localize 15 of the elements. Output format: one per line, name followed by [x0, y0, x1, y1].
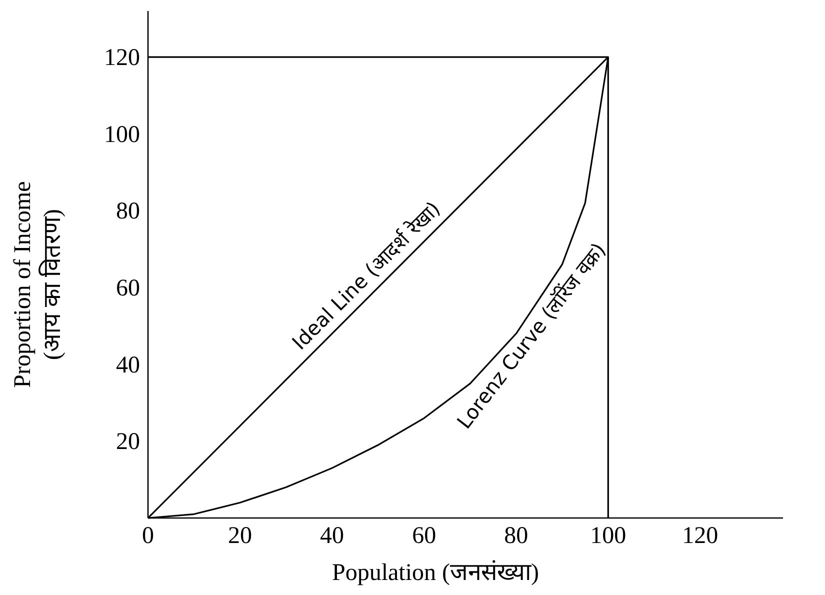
y-tick-label: 120 — [104, 45, 140, 72]
y-tick-label: 80 — [116, 198, 140, 225]
x-axis-title: Population (जनसंख्या) — [332, 560, 539, 586]
y-tick-label: 100 — [104, 122, 140, 148]
x-tick-label: 40 — [320, 523, 344, 549]
x-tick-label: 100 — [590, 523, 626, 549]
x-tick-label: 60 — [412, 523, 436, 549]
y-tick-label: 60 — [116, 276, 140, 302]
x-tick-label: 20 — [228, 523, 252, 549]
y-axis-title: Proportion of Income (आय का वितरण) — [10, 181, 66, 388]
y-tick-label: 20 — [116, 429, 140, 456]
x-tick-label: 0 — [142, 523, 154, 549]
y-tick-label: 40 — [116, 352, 140, 378]
x-tick-label: 120 — [682, 523, 718, 549]
x-tick-label: 80 — [504, 523, 528, 549]
